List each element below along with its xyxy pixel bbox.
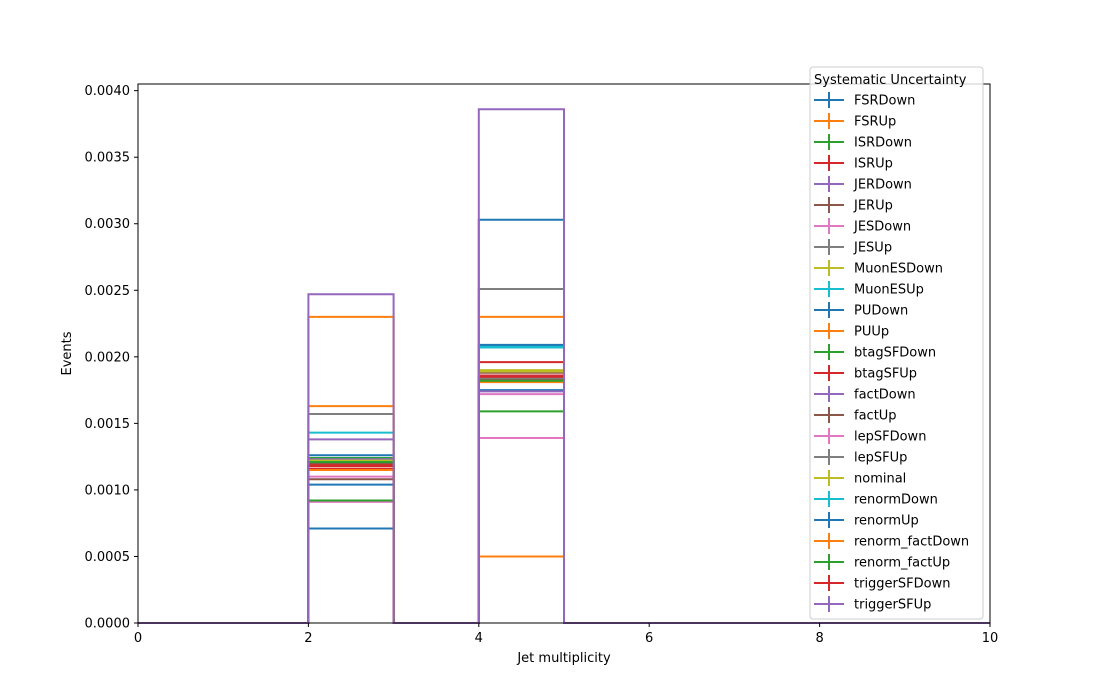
x-tick-label: 10 — [982, 631, 999, 646]
legend-label: JERDown — [853, 178, 912, 193]
legend-label: MuonESDown — [854, 262, 943, 277]
x-tick-label: 8 — [815, 631, 823, 646]
legend-item: triggerSFDown — [814, 575, 950, 592]
x-axis-ticks: 0 2 4 6 8 10 — [134, 623, 998, 646]
legend-item: factDown — [814, 386, 916, 403]
legend-item: btagSFUp — [814, 365, 917, 382]
legend-item: ISRDown — [814, 134, 912, 151]
y-axis-ticks: 0.0000 0.0005 0.0010 0.0015 0.0020 0.0025 0.00… — [85, 84, 138, 632]
y-tick-label: 0.0010 — [85, 483, 131, 498]
legend-label: factDown — [854, 388, 916, 403]
y-tick-label: 0.0000 — [85, 617, 131, 632]
legend-item: ISRUp — [814, 155, 893, 172]
legend-item: lepSFUp — [814, 449, 907, 466]
legend-item: JERDown — [814, 176, 912, 193]
legend-item: renorm_factDown — [814, 533, 969, 550]
legend-item: nominal — [814, 470, 906, 487]
y-tick-label: 0.0035 — [85, 151, 131, 166]
legend-label: FSRUp — [854, 115, 896, 130]
legend-label: renormUp — [854, 514, 919, 529]
legend-label: triggerSFUp — [854, 598, 931, 613]
plot-area: 0 2 4 6 8 10 0.00000.00050.00100.00150.00200.… — [85, 83, 998, 646]
axes-frame — [137, 83, 991, 624]
legend: Systematic Uncertainty FSRDown FSRUp ISRDo… — [809, 66, 984, 620]
legend-item: FSRDown — [814, 92, 915, 109]
legend-label: renormDown — [854, 493, 938, 508]
legend-label: JESDown — [853, 220, 911, 235]
x-tick-label: 2 — [304, 631, 312, 646]
x-tick-label: 0 — [134, 631, 142, 646]
y-tick-label: 0.0030 — [85, 217, 131, 232]
legend-title: Systematic Uncertainty — [814, 73, 967, 88]
legend-item: factUp — [814, 407, 897, 424]
legend-label: ISRDown — [854, 136, 912, 151]
legend-label: btagSFUp — [854, 367, 917, 382]
legend-item: MuonESUp — [814, 281, 924, 298]
legend-label: ISRUp — [854, 157, 893, 172]
y-tick-label: 0.0025 — [85, 284, 131, 299]
legend-label: btagSFDown — [854, 346, 936, 361]
legend-item: PUUp — [814, 323, 889, 340]
y-tick-label: 0.0015 — [85, 417, 131, 432]
legend-item: MuonESDown — [814, 260, 943, 277]
legend-box — [809, 66, 984, 620]
legend-label: lepSFUp — [854, 451, 907, 466]
legend-item: renormDown — [814, 491, 938, 508]
legend-label: MuonESUp — [854, 283, 924, 298]
legend-item: JERUp — [814, 197, 893, 214]
legend-label: JESUp — [853, 241, 892, 256]
legend-item: PUDown — [814, 302, 908, 319]
legend-label: FSRDown — [854, 94, 915, 109]
x-tick-label: 4 — [475, 631, 483, 646]
legend-item: FSRUp — [814, 113, 896, 130]
legend-label: factUp — [854, 409, 897, 424]
legend-label: lepSFDown — [854, 430, 926, 445]
legend-label: renorm_factDown — [854, 535, 969, 550]
legend-item: lepSFDown — [814, 428, 926, 445]
legend-label: JERUp — [853, 199, 893, 214]
legend-label: renorm_factUp — [854, 556, 950, 571]
legend-item: JESDown — [814, 218, 911, 235]
legend-item: renorm_factUp — [814, 554, 950, 571]
legend-item: btagSFDown — [814, 344, 936, 361]
x-tick-label: 6 — [645, 631, 653, 646]
legend-label: PUUp — [854, 325, 889, 340]
legend-item: JESUp — [814, 239, 892, 256]
legend-label: PUDown — [854, 304, 908, 319]
x-axis-label: Jet multiplicity — [516, 651, 611, 666]
y-axis-label: Events — [60, 331, 75, 375]
legend-item: renormUp — [814, 512, 919, 529]
y-tick-label: 0.0020 — [85, 350, 131, 365]
legend-items: FSRDown FSRUp ISRDown ISRUp JERDown JERUp JESD… — [814, 92, 969, 613]
legend-item: triggerSFUp — [814, 596, 931, 613]
legend-label: nominal — [854, 472, 906, 487]
y-tick-label: 0.0005 — [85, 550, 131, 565]
y-tick-label: 0.0040 — [85, 84, 131, 99]
legend-label: triggerSFDown — [854, 577, 950, 592]
